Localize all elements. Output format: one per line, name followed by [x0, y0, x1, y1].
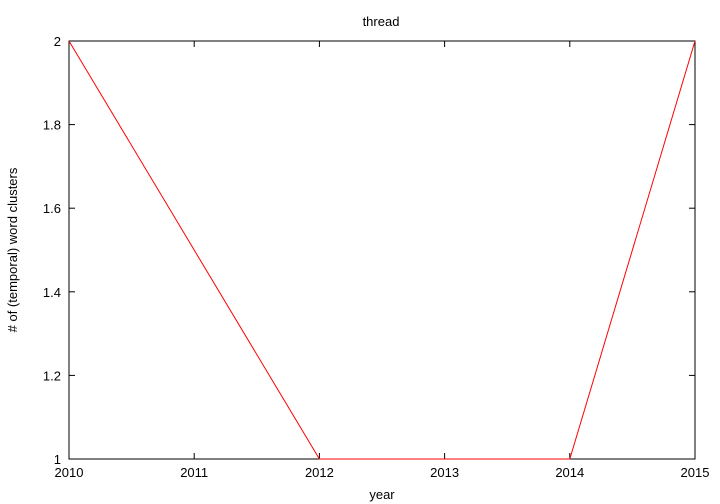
x-axis-label: year [369, 487, 395, 502]
x-tick-label: 2011 [180, 465, 208, 480]
y-tick-label: 2 [54, 34, 61, 49]
x-tick-label: 2015 [681, 465, 710, 480]
y-tick-label: 1 [54, 452, 61, 467]
y-tick-label: 1.6 [43, 201, 61, 216]
x-tick-label: 2012 [305, 465, 334, 480]
y-tick-label: 1.4 [43, 285, 61, 300]
x-tick-label: 2010 [55, 465, 84, 480]
y-tick-label: 1.2 [43, 368, 61, 383]
series-line [68, 40, 696, 460]
plot-frame [68, 40, 696, 460]
x-tick-label: 2014 [555, 465, 584, 480]
series-layer [68, 40, 696, 460]
chart-title: thread [363, 14, 400, 29]
x-tick-label: 2013 [430, 465, 459, 480]
y-tick-label: 1.8 [43, 118, 61, 133]
x-axis-ticks: 2010 2011 2012 2013 2014 2015 [55, 41, 710, 480]
y-axis-label: # of (temporal) word clusters [5, 167, 20, 332]
y-axis-ticks: 1 1.2 1.4 1.6 1.8 2 [43, 34, 695, 467]
